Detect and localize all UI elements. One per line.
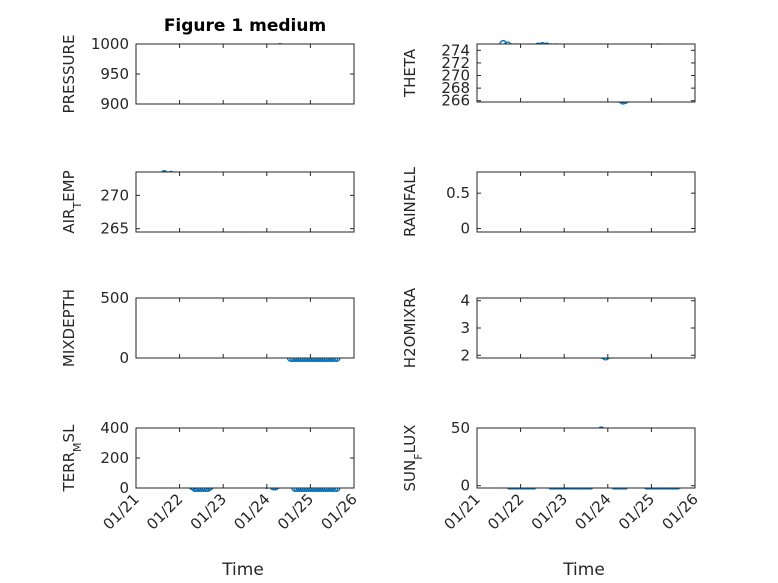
y-tick-label: 2 — [460, 346, 470, 364]
subplot-4: 0 0.5 RAINFALL — [401, 166, 696, 237]
y-tick-label: 0 — [119, 349, 129, 367]
ylabel-part: LUX — [401, 425, 419, 454]
ylabel-subscript: M — [71, 442, 84, 452]
x-axis-label: Time — [562, 560, 605, 580]
subplot-5: 0 500 MIXDEPTH — [60, 289, 355, 367]
y-axis-label: H2OMIXRA — [401, 287, 419, 368]
y-tick-label: 266 — [441, 92, 470, 110]
y-tick-label: 0 — [460, 477, 470, 495]
y-tick-label: 900 — [100, 95, 129, 113]
subplot-3: 265 270 AIRTEMP — [60, 170, 355, 238]
x-axis-label: Time — [221, 560, 264, 580]
y-tick-label: 1000 — [91, 35, 129, 53]
axes-frame — [476, 427, 696, 489]
y-tick-label: 0.5 — [446, 184, 470, 202]
y-tick-label: 270 — [100, 186, 129, 204]
y-tick-label: 0 — [460, 219, 470, 237]
subplot-6: 2 3 4 H2OMIXRA — [401, 287, 696, 368]
ylabel-part: SUN — [401, 460, 419, 492]
y-tick-label: 50 — [451, 419, 470, 437]
axes-frame — [476, 297, 696, 359]
y-axis-label: MIXDEPTH — [60, 289, 78, 367]
y-tick-label: 274 — [441, 41, 470, 59]
y-axis-label: THETA — [401, 48, 419, 98]
y-axis-label: PRESSURE — [60, 35, 78, 114]
subplot-1: 900 950 1000 PRESSURE Figure 1 medium — [60, 16, 355, 114]
axes-frame — [135, 427, 355, 489]
ylabel-subscript: F — [412, 453, 425, 459]
y-axis-label: RAINFALL — [401, 166, 419, 237]
y-tick-label: 400 — [100, 419, 129, 437]
axes-frame — [135, 43, 355, 105]
ylabel-subscript: T — [71, 202, 84, 210]
ylabel-part: AIR — [60, 209, 78, 234]
y-axis-label: SUNFLUX — [401, 425, 425, 492]
axes-frame — [476, 43, 696, 103]
y-tick-label: 0 — [119, 479, 129, 497]
axes-frame — [135, 297, 355, 359]
ylabel-part: TERR — [60, 452, 78, 493]
y-tick-label: 4 — [460, 292, 470, 310]
y-tick-label: 950 — [100, 65, 129, 83]
y-axis-label: TERRMSL — [60, 424, 84, 493]
y-tick-label: 268 — [441, 79, 470, 97]
y-tick-label: 270 — [441, 67, 470, 85]
ylabel-part: SL — [60, 424, 78, 443]
y-tick-label: 500 — [100, 289, 129, 307]
y-tick-label: 3 — [460, 319, 470, 337]
chart-title: Figure 1 medium — [164, 16, 326, 36]
y-tick-label: 265 — [100, 220, 129, 238]
axes-frame — [476, 171, 696, 233]
ylabel-part: EMP — [60, 170, 78, 201]
axes-frame — [135, 171, 355, 233]
y-tick-label: 200 — [100, 449, 129, 467]
y-axis-label: AIRTEMP — [60, 170, 84, 233]
y-tick-label: 272 — [441, 54, 470, 72]
